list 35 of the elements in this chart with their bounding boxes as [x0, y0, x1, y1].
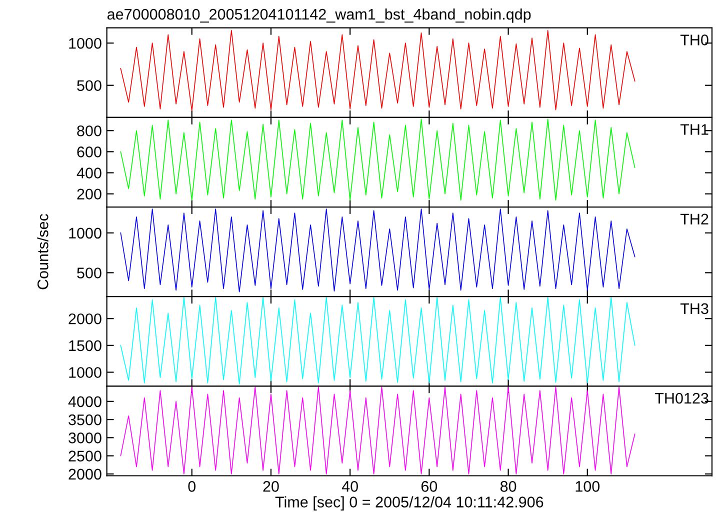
y-tick-label: 600 — [77, 146, 102, 158]
text: TH3 — [680, 303, 708, 314]
y-tick-label: 500 — [77, 268, 102, 278]
y-tick-label: 1500 — [69, 340, 102, 352]
y-tick-label: 400 — [76, 168, 102, 178]
line-series — [120, 386, 636, 474]
y-axis-title: Counts/sec — [37, 214, 48, 290]
x-tick-label: 20 — [263, 481, 279, 492]
y-tick-label: 2000 — [68, 468, 102, 480]
x-tick-label: 80 — [500, 481, 516, 492]
y-tick-label: 200 — [77, 188, 102, 200]
y-tick-label: 4000 — [68, 396, 102, 408]
x-axis-title: Time [sec] 0 = 2005/12/04 10:11:42.906 — [275, 496, 544, 510]
y-tick-label: 1000 — [69, 38, 102, 49]
x-tick-label: 100 — [576, 481, 600, 492]
text: TH0123 — [654, 392, 708, 404]
line-series — [120, 118, 636, 201]
line-series — [120, 208, 636, 292]
y-tick-label: 3500 — [68, 414, 102, 426]
text: TH1 — [680, 124, 708, 135]
x-tick-label: 60 — [421, 481, 438, 492]
chart-title: ae700008010_20051204101142_wam1_bst_4band_nobin.qdp — [107, 8, 531, 23]
y-tick-label: 2500 — [68, 450, 102, 462]
x-tick-label: 40 — [342, 481, 358, 492]
text: TH2 — [680, 214, 708, 224]
x-tick-label: 0 — [188, 481, 196, 492]
line-series — [120, 30, 636, 112]
y-tick-label: 3000 — [68, 432, 102, 444]
y-tick-label: 1000 — [69, 228, 102, 239]
y-tick-label: 500 — [77, 80, 102, 92]
y-tick-label: 800 — [77, 125, 102, 136]
line-series — [120, 296, 636, 384]
y-tick-label: 1000 — [69, 367, 102, 378]
y-tick-label: 2000 — [68, 313, 102, 324]
text: TH0 — [680, 34, 708, 46]
